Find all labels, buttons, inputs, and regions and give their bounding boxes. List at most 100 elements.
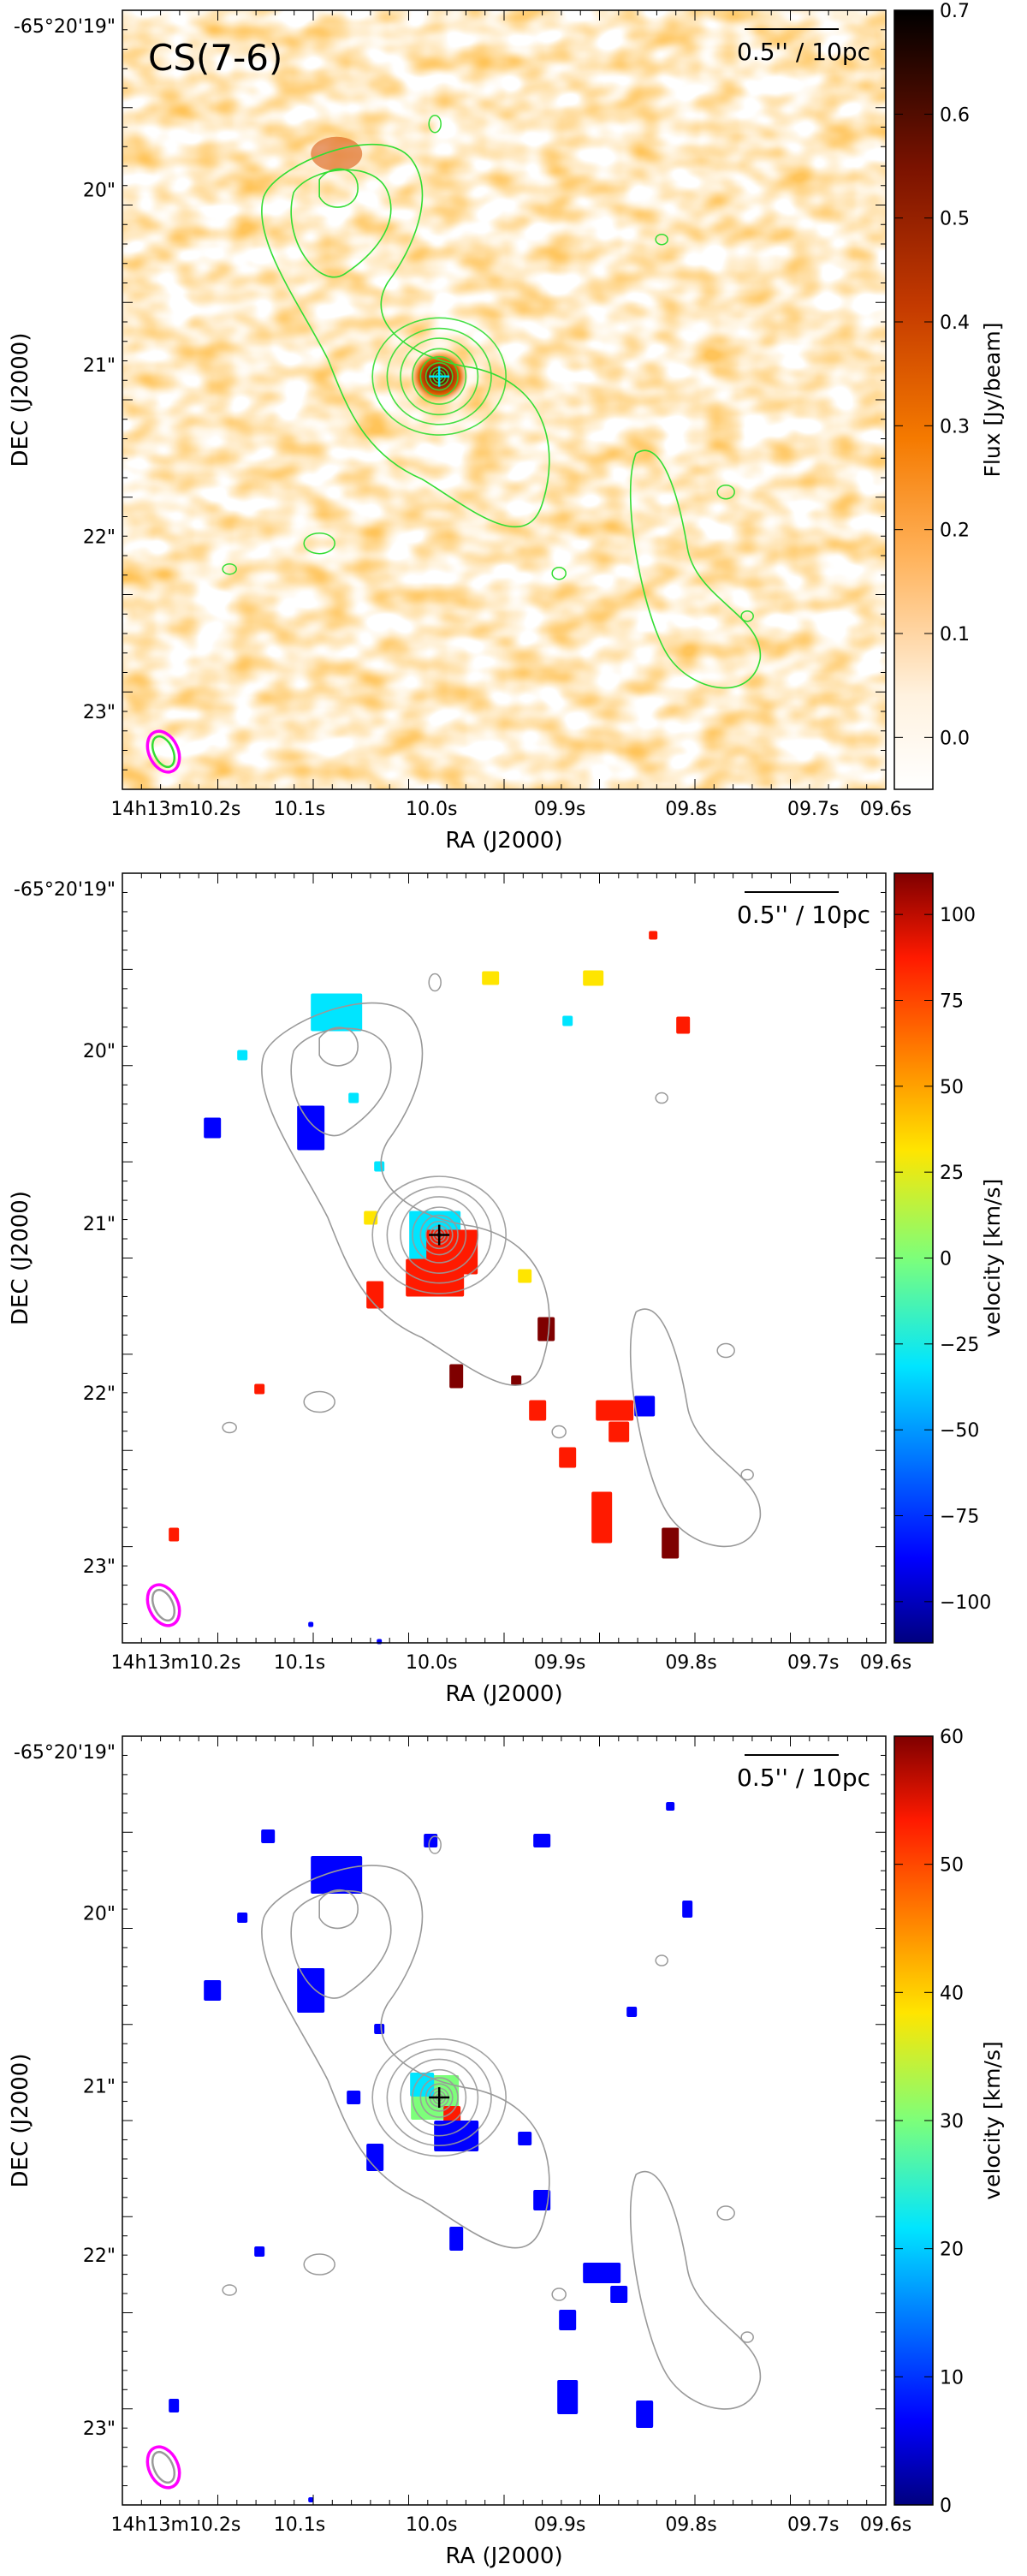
colorbar-tick-label: 50 [940, 1855, 964, 1877]
contour-ring [400, 2058, 479, 2137]
beam-ellipse [145, 729, 181, 774]
y-tick-label: 20" [83, 180, 116, 201]
x-tick-label: 09.6s [860, 2514, 911, 2536]
colorbar-tick-label: 0.6 [940, 104, 970, 126]
panel-label: CS(7-6) [148, 37, 282, 79]
velocity-pixel [562, 1015, 573, 1026]
velocity-pixel [374, 1161, 385, 1172]
x-tick-label: 09.9s [534, 1652, 585, 1674]
x-tick-label: 09.8s [665, 2514, 716, 2536]
x-tick-label: 14h13m10.2s [111, 1652, 241, 1674]
velocity-pixel [518, 1269, 532, 1283]
colorbar-tick-label: 0.3 [940, 416, 970, 437]
velocity-pixel [169, 2399, 180, 2413]
colorbar-tick-label: 60 [940, 1727, 964, 1748]
velocity-pixel [308, 2497, 314, 2503]
velocity-pixel [366, 1281, 384, 1309]
velocity-pixel [559, 2310, 577, 2331]
y-tick-label: 22" [83, 1383, 116, 1405]
x-tick-label: 10.0s [406, 799, 457, 820]
velocity-pixel [557, 2380, 579, 2415]
plot-area [122, 873, 886, 1643]
contour-island [655, 1092, 668, 1104]
velocity-pixel [649, 931, 658, 940]
velocity-pixel [204, 1980, 222, 2002]
contour-north [290, 169, 392, 278]
velocity-pixel [636, 2400, 654, 2429]
contour-ring [412, 1206, 467, 1264]
contour-ring [419, 355, 459, 397]
y-tick-label: 20" [83, 1904, 116, 1925]
contour-ring [371, 317, 507, 436]
velocity-pixel [237, 1050, 248, 1061]
y-tick-label: -65°20'19" [14, 16, 116, 38]
colorbar-tick-label: 25 [940, 1163, 964, 1184]
beam-ellipse [145, 1583, 181, 1627]
x-tick-label: 09.9s [534, 2514, 585, 2536]
chart-panel-1: 14h13m10.2s 10.1s 10.0s 09.9s 09.8s 09.7s 09.6… [8, 1, 1005, 854]
colorbar-tick-label: 75 [940, 991, 964, 1012]
contour-island [655, 1954, 668, 1966]
y-tick-label: 21" [83, 1214, 116, 1235]
x-tick-label: 09.7s [787, 799, 839, 820]
velocity-pixel [583, 970, 604, 986]
scale-bar-label: 0.5'' / 10pc [737, 1764, 870, 1792]
velocity-pixel [666, 1802, 675, 1812]
colorbar-tick-label: 0.7 [940, 1, 970, 22]
chart-panel-2: 14h13m10.2s 10.1s 10.0s 09.9s 09.8s 09.7s 09.6… [8, 872, 1005, 1707]
flux-clump [311, 136, 363, 171]
y-axis-title: DEC (J2000) [8, 333, 33, 467]
contour-ring [424, 2083, 454, 2112]
colorbar-tick-label: −50 [940, 1420, 979, 1442]
x-tick-label: 09.9s [534, 799, 585, 820]
contour-ring [412, 2068, 467, 2127]
velocity-pixel [261, 1829, 276, 1844]
scale-bar-label: 0.5'' / 10pc [737, 901, 870, 929]
velocity-pixel [518, 2132, 532, 2146]
velocity-pixel [449, 2227, 464, 2252]
x-tick-label: 09.6s [860, 799, 911, 820]
contour-island [303, 532, 335, 555]
beam-ellipse [145, 2445, 181, 2490]
y-tick-label: -65°20'19" [14, 879, 116, 901]
velocity-pixel [237, 1913, 248, 1924]
x-axis-title: RA (J2000) [445, 1681, 562, 1707]
contour-island [551, 2287, 567, 2301]
contour-tail [629, 1308, 761, 1548]
contour-ring [424, 362, 454, 391]
velocity-pixel [449, 1364, 464, 1389]
contour-outer [261, 1865, 550, 2249]
contour-island [428, 114, 442, 134]
scale-bar-label: 0.5'' / 10pc [737, 38, 870, 66]
y-tick-label: 22" [83, 527, 116, 548]
velocity-pixel [169, 1527, 180, 1542]
contour-north [290, 1889, 392, 1999]
velocity-pixel [347, 2091, 361, 2105]
y-axis-title: DEC (J2000) [8, 2054, 33, 2188]
contour-island [428, 1835, 442, 1854]
velocity-pixel [559, 1447, 577, 1468]
contour-island [428, 973, 442, 992]
contour-ring [386, 1186, 492, 1284]
contour-island [222, 2284, 237, 2296]
colorbar-tick-label: 50 [940, 1077, 964, 1098]
y-tick-label: 23" [83, 2418, 116, 2440]
contour-island [222, 562, 237, 575]
velocity-pixel [583, 2263, 621, 2284]
x-axis-title: RA (J2000) [445, 2543, 562, 2569]
velocity-pixel [297, 1105, 325, 1151]
velocity-pixel [533, 2190, 551, 2211]
beam-ellipse [151, 1588, 176, 1622]
x-tick-label: 09.7s [787, 2514, 839, 2536]
contour-ring [371, 2038, 507, 2157]
contour-island [303, 1390, 335, 1413]
contour-ring [400, 337, 479, 416]
velocity-pixel [676, 1016, 691, 1034]
flux-map [122, 10, 886, 789]
contour-ring [424, 1220, 454, 1250]
contour-north [290, 1027, 392, 1137]
colorbar-tick-label: 10 [940, 2367, 964, 2389]
colorbar-title: Flux [Jy/beam] [980, 323, 1005, 478]
contour-north-inner [318, 1889, 359, 1930]
